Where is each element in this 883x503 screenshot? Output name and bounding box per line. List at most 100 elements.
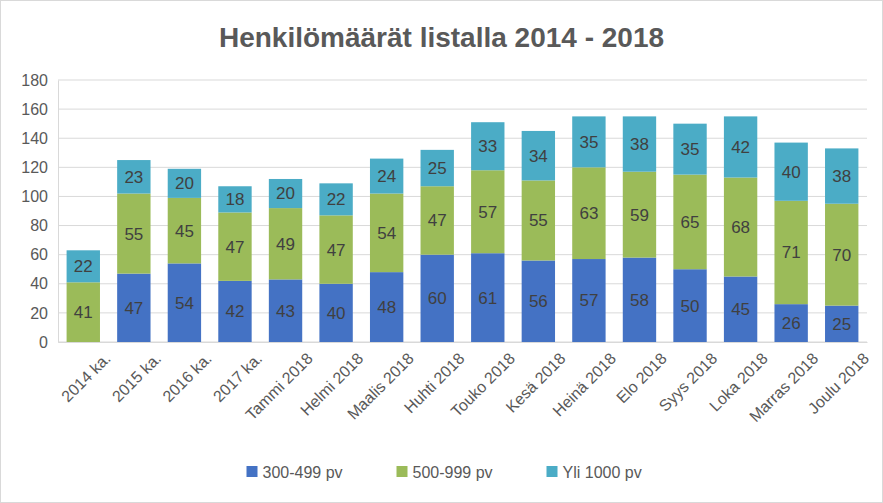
data-label: 55 [529,211,548,230]
bar [168,198,201,264]
grid-line [58,80,867,81]
x-tick-label: 2015 ka. [109,350,164,405]
chart: Henkilömäärät listalla 2014 - 2018020406… [0,0,883,503]
data-label: 35 [579,133,598,152]
data-label: 42 [226,302,245,321]
x-tick-label: Maalis 2018 [344,350,417,423]
bar [623,172,656,258]
bar [774,304,807,342]
data-label: 70 [832,246,851,265]
y-tick: 0 [39,334,58,351]
bar [471,122,504,170]
y-tick-label: 80 [30,217,48,234]
data-label: 40 [782,163,801,182]
data-label: 41 [74,303,93,322]
data-label: 57 [478,203,497,222]
data-label: 25 [428,159,447,178]
data-label: 42 [731,138,750,157]
bar [825,148,858,203]
data-label: 59 [630,206,649,225]
bar [724,116,757,177]
data-label: 47 [428,211,447,230]
data-label: 18 [226,190,245,209]
bar [572,259,605,342]
y-axis: 0 20 40 60 80 100 120 140 160 180 [21,72,58,351]
y-tick-label: 120 [21,159,48,176]
x-tick: Joulu 2018 [805,342,872,417]
data-label: 48 [377,298,396,317]
bar [421,186,454,254]
data-label: 23 [124,168,143,187]
bar [168,169,201,198]
bar [673,124,706,175]
grid [58,80,867,342]
bar [269,179,302,208]
data-label: 20 [175,174,194,193]
y-tick: 100 [21,188,58,205]
data-label: 50 [681,297,700,316]
y-tick: 20 [30,305,58,322]
legend-swatch [397,466,408,477]
data-label: 47 [226,238,245,257]
y-tick: 160 [21,101,58,118]
y-tick-label: 0 [39,334,48,351]
bar [218,281,251,342]
data-label: 40 [327,304,346,323]
data-label: 43 [276,302,295,321]
series-bars [67,116,859,282]
y-tick: 140 [21,130,58,147]
x-tick: 2015 ka. [109,342,164,405]
bar [673,175,706,270]
y-tick-label: 40 [30,275,48,292]
x-tick-label: Joulu 2018 [805,350,872,417]
bar [319,215,352,283]
data-label: 34 [529,147,548,166]
bar [117,194,150,274]
bar [218,212,251,280]
data-label: 35 [681,140,700,159]
legend: 300-499 pv500-999 pvYli 1000 pv [247,464,642,481]
bar [269,279,302,342]
data-label: 26 [782,314,801,333]
bar [421,150,454,186]
data-label: 22 [74,257,93,276]
bar [623,116,656,171]
data-label: 54 [377,224,396,243]
x-tick-label: 2016 ka. [159,350,214,405]
bar [168,263,201,342]
x-tick: Marras 2018 [746,342,822,425]
bar [67,250,100,282]
data-label: 47 [327,241,346,260]
legend-swatch [247,466,258,477]
data-label: 54 [175,294,194,313]
legend-item: 300-499 pv [247,464,343,481]
bar [117,160,150,193]
plot: 0204060801001201401601804754424340486061… [21,72,872,426]
bar [623,258,656,342]
data-label: 49 [276,235,295,254]
chart-border [1,1,883,503]
data-label: 47 [124,299,143,318]
data-labels: 4754424340486061565758504526254155454749… [74,133,851,334]
legend-item: Yli 1000 pv [547,464,642,481]
bar [67,282,100,342]
bar [522,131,555,180]
data-label: 71 [782,243,801,262]
y-tick-label: 100 [21,188,48,205]
bars [67,116,859,342]
data-label: 45 [175,222,194,241]
bar [724,277,757,343]
x-axis: 2014 ka.2015 ka.2016 ka.2017 ka.Tammi 20… [58,342,872,425]
x-axis-line [59,342,868,343]
y-axis-line [58,81,59,343]
y-tick: 60 [30,246,58,263]
bar [673,269,706,342]
x-tick: Heinä 2018 [549,342,619,420]
y-tick: 40 [30,275,58,292]
x-tick-label: Marras 2018 [746,350,822,426]
y-tick-label: 180 [21,72,48,89]
bar [724,178,757,277]
data-label: 60 [428,289,447,308]
y-tick: 80 [30,217,58,234]
data-label: 20 [276,184,295,203]
